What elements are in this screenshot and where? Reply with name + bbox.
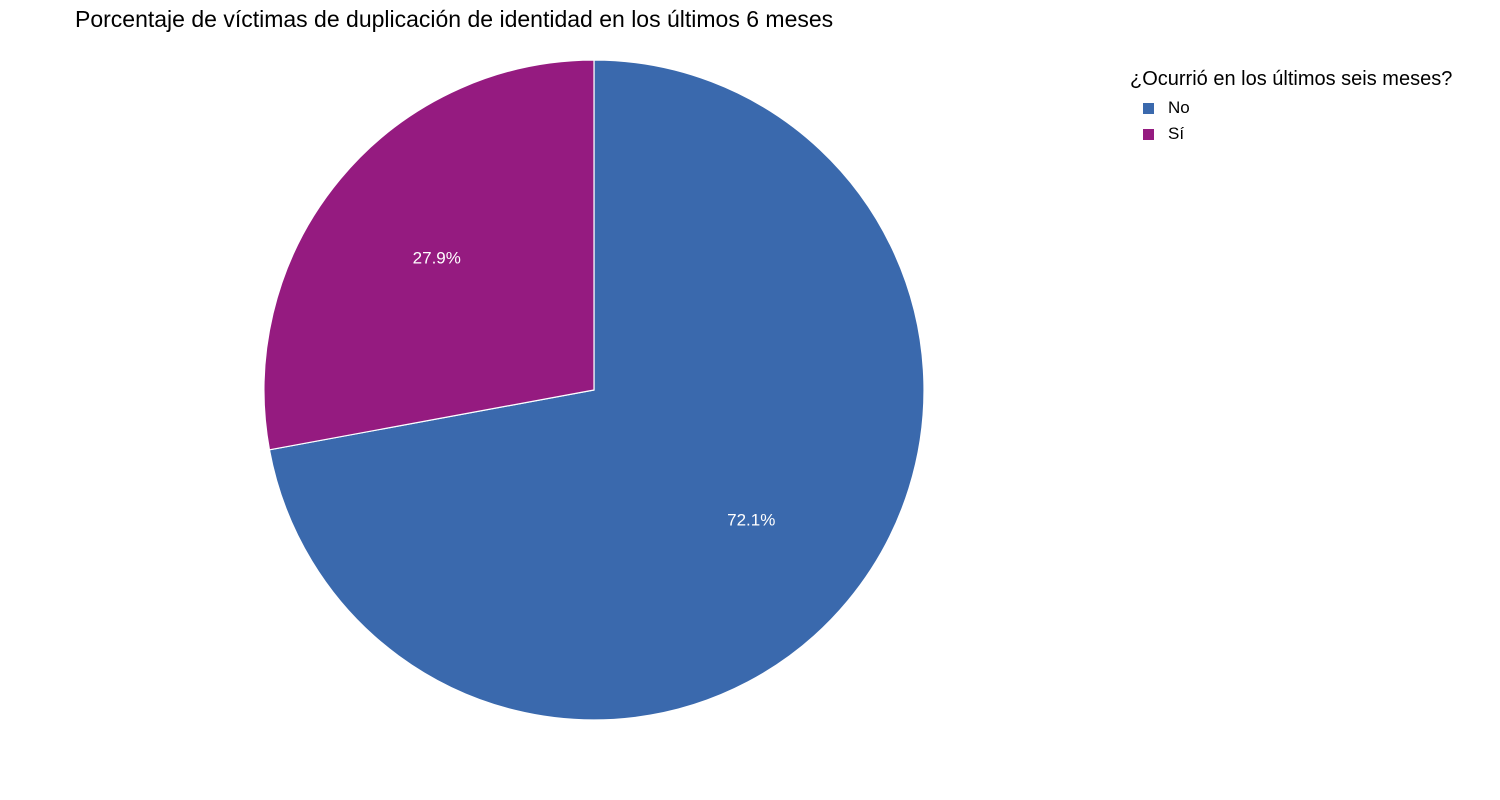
slice-label-si: 27.9% — [413, 249, 461, 268]
legend-title: ¿Ocurrió en los últimos seis meses? — [1130, 68, 1453, 90]
chart-title: Porcentaje de víctimas de duplicación de… — [75, 6, 834, 32]
legend: ¿Ocurrió en los últimos seis meses? No S… — [1130, 68, 1452, 147]
pie-slice-si — [263, 59, 595, 451]
legend-swatch-no — [1143, 102, 1154, 114]
pie-slice-no — [268, 59, 925, 721]
legend-item-si: Sí — [1130, 121, 1452, 147]
legend-label-si: Sí — [1168, 124, 1185, 143]
slice-label-no: 72.1% — [727, 510, 775, 529]
legend-swatch-si — [1143, 128, 1154, 140]
legend-item-no: No — [1130, 95, 1452, 121]
legend-label-no: No — [1168, 98, 1190, 117]
